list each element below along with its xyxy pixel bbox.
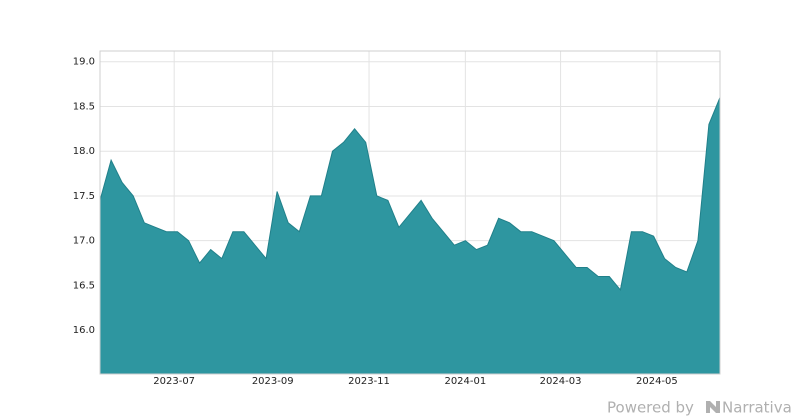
x-tick-label: 2023-11 bbox=[348, 376, 390, 387]
x-tick-label: 2023-09 bbox=[252, 376, 294, 387]
y-tick-label: 19.0 bbox=[73, 57, 95, 68]
x-tick-label: 2023-07 bbox=[153, 376, 195, 387]
x-tick-label: 2024-03 bbox=[540, 376, 582, 387]
x-tick-label: 2024-05 bbox=[636, 376, 678, 387]
watermark: Powered by bbox=[607, 399, 694, 417]
y-tick-label: 18.0 bbox=[73, 146, 95, 157]
brand: Narrativa bbox=[722, 399, 792, 417]
brand-logo bbox=[706, 401, 720, 413]
y-tick-label: 16.5 bbox=[73, 280, 95, 291]
plot-border bbox=[99, 50, 721, 375]
y-tick-label: 16.0 bbox=[73, 325, 95, 336]
x-tick-label: 2024-01 bbox=[444, 376, 486, 387]
area-line bbox=[99, 97, 721, 292]
y-tick-label: 17.0 bbox=[73, 236, 95, 247]
area bbox=[100, 97, 720, 374]
y-tick-label: 18.5 bbox=[73, 101, 95, 112]
y-tick-label: 17.5 bbox=[73, 191, 95, 202]
